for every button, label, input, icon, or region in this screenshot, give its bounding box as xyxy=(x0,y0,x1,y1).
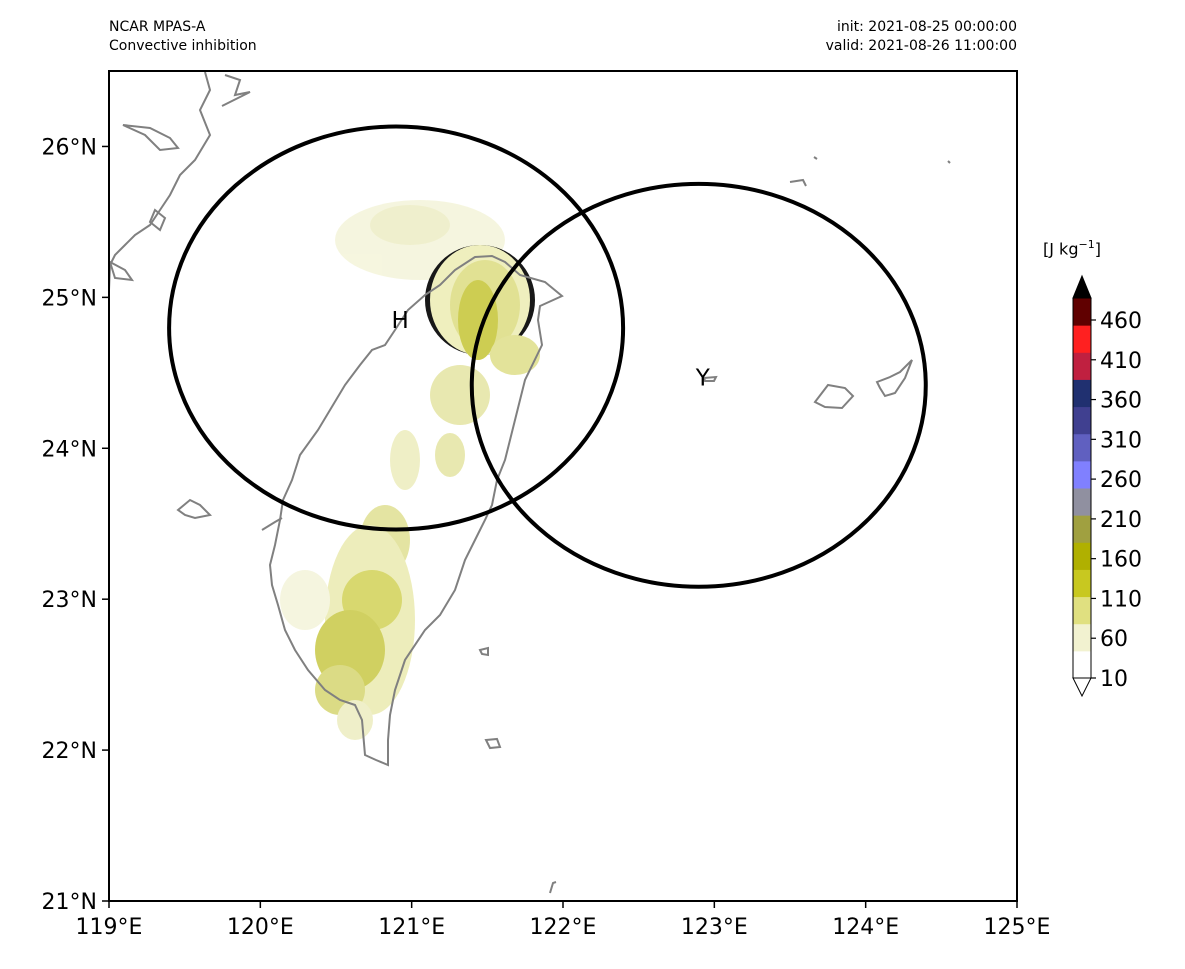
init-time: init: 2021-08-25 00:00:00 xyxy=(837,19,1017,35)
colorbar-segment xyxy=(1073,488,1091,516)
colorbar-segment xyxy=(1073,542,1091,570)
colorbar-tick-label: 310 xyxy=(1100,428,1142,453)
coastlines xyxy=(109,71,951,894)
colorbar-segment xyxy=(1073,433,1091,462)
coastline-small-island xyxy=(261,517,283,531)
colorbar-tick-label: 460 xyxy=(1100,309,1142,334)
colorbar-tick-label: 260 xyxy=(1100,468,1142,493)
cin-region xyxy=(390,430,420,490)
colorbar-segment xyxy=(1073,379,1091,408)
colorbar-unit: [J kg−1] xyxy=(1043,238,1101,259)
colorbar-segment xyxy=(1073,623,1091,652)
coastline-penghu xyxy=(176,498,213,520)
axes: 119°E 120°E 121°E 122°E 123°E 124°E 125°E 21°N 2… xyxy=(42,135,1051,940)
cin-shading xyxy=(280,200,540,740)
x-tick-label: 121°E xyxy=(378,915,445,940)
colorbar-extend-max xyxy=(1072,274,1092,299)
field-name: Convective inhibition xyxy=(109,38,257,54)
cin-region xyxy=(280,570,330,630)
colorbar-segment xyxy=(1073,650,1091,679)
colorbar-segment xyxy=(1073,515,1091,543)
marker-label: H xyxy=(391,308,408,334)
coastline-mainland-detail xyxy=(221,74,251,107)
x-tick-label: 125°E xyxy=(984,915,1051,940)
coastline-orchid-island xyxy=(484,737,502,750)
header-left: NCAR MPAS-A Convective inhibition xyxy=(109,18,257,56)
colorbar-segment xyxy=(1073,325,1091,353)
colorbar-tick-label: 160 xyxy=(1100,548,1142,573)
colorbar-tick-label: 360 xyxy=(1100,389,1142,414)
colorbar-segment xyxy=(1073,406,1091,435)
marker-label: Y xyxy=(695,365,711,391)
coastline-iriomote xyxy=(813,383,855,410)
coastline-green-island xyxy=(478,646,489,657)
colorbar-segment xyxy=(1073,298,1091,326)
colorbar-segment xyxy=(1073,569,1091,598)
colorbar-segment xyxy=(1073,596,1091,625)
range-circle xyxy=(167,124,626,532)
cin-region xyxy=(458,280,498,360)
y-tick-label: 26°N xyxy=(42,135,97,160)
colorbar-tick-label: 210 xyxy=(1100,508,1142,533)
header-right: init: 2021-08-25 00:00:00 valid: 2021-08… xyxy=(700,18,1017,56)
map-plot-area: HY xyxy=(109,71,951,894)
colorbar-segment xyxy=(1073,460,1091,489)
y-tick-label: 22°N xyxy=(42,739,97,764)
colorbar-tick-label: 410 xyxy=(1100,349,1142,374)
cin-region xyxy=(370,205,450,245)
y-tick-label: 23°N xyxy=(42,588,97,613)
colorbar-tick-label: 110 xyxy=(1100,587,1142,612)
colorbar: 10 60 110 160 210 260 310 360 410 460 xyxy=(1072,274,1142,698)
coastline-mainland-detail xyxy=(109,260,135,282)
valid-time: valid: 2021-08-26 11:00:00 xyxy=(825,38,1017,54)
cin-region xyxy=(490,335,540,375)
coastline-mainland xyxy=(109,71,212,291)
colorbar-extend-min xyxy=(1072,677,1092,698)
colorbar-tick-label: 10 xyxy=(1100,667,1128,692)
coastline-small-island xyxy=(549,881,557,894)
coastline-small-island xyxy=(947,160,951,164)
coastline-taiwan xyxy=(268,254,564,767)
x-tick-label: 123°E xyxy=(681,915,748,940)
coastline-yonaguni xyxy=(702,375,718,382)
colorbar-segment xyxy=(1073,352,1091,380)
x-tick-label: 120°E xyxy=(227,915,294,940)
plot-frame xyxy=(108,70,1018,902)
coastline-senkaku xyxy=(789,178,807,187)
cin-region xyxy=(337,700,373,740)
y-tick-label: 21°N xyxy=(42,890,97,915)
coastline-ishigaki xyxy=(875,359,913,398)
range-circle xyxy=(469,181,928,589)
markers-layer: HY xyxy=(167,124,928,589)
cin-region xyxy=(435,433,465,477)
model-name: NCAR MPAS-A xyxy=(109,19,206,35)
x-tick-label: 124°E xyxy=(832,915,899,940)
y-tick-label: 25°N xyxy=(42,286,97,311)
coastline-small-island xyxy=(813,156,818,160)
colorbar-tick-label: 60 xyxy=(1100,627,1128,652)
y-tick-label: 24°N xyxy=(42,437,97,462)
coastline-mainland-detail xyxy=(122,124,180,152)
coastline-mainland-detail xyxy=(148,208,167,232)
x-tick-label: 119°E xyxy=(76,915,143,940)
cin-region xyxy=(430,365,490,425)
x-tick-label: 122°E xyxy=(530,915,597,940)
colorbar-frame xyxy=(1072,297,1092,679)
